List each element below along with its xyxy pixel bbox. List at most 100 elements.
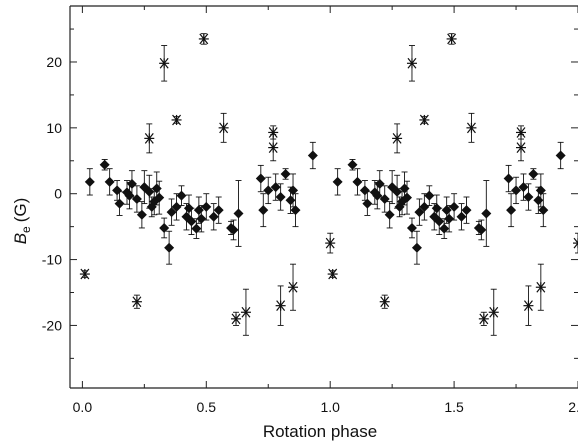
asterisk-point <box>144 133 155 144</box>
diamond-point <box>444 213 455 224</box>
axis-ticks <box>70 6 578 388</box>
diamond-point <box>307 150 318 161</box>
x-tick-label: 2.0 <box>568 399 578 415</box>
diamond-point <box>171 201 182 212</box>
diamond-point <box>555 150 566 161</box>
diamond-point <box>288 185 299 196</box>
diamond-point <box>352 176 363 187</box>
diamond-point <box>535 185 546 196</box>
diamond-point <box>233 208 244 219</box>
asterisk-point <box>488 306 499 318</box>
diamond-point <box>419 201 430 212</box>
x-tick-label: 1.0 <box>320 399 340 415</box>
diamond-point <box>424 190 435 201</box>
asterisk-point <box>535 281 546 293</box>
diamond-point <box>99 159 110 170</box>
diamond-point <box>449 201 460 212</box>
diamond-point <box>270 182 281 193</box>
diamond-point <box>384 209 395 220</box>
diamond-point <box>392 186 403 197</box>
diamond-point <box>456 211 467 222</box>
diamond-point <box>126 178 137 189</box>
diamond-point <box>518 182 529 193</box>
diamond-point <box>114 198 125 209</box>
diamond-point <box>374 178 385 189</box>
plot-axes <box>69 5 578 389</box>
asterisk-point <box>268 142 279 153</box>
diamond-point <box>84 176 95 187</box>
y-axis-subscript: e <box>19 226 33 233</box>
asterisk-point <box>392 133 403 144</box>
diamond-point <box>124 190 135 201</box>
diamond-point <box>263 185 274 196</box>
asterisk-point <box>131 296 142 308</box>
diamond-point <box>332 176 343 187</box>
diamond-point <box>511 185 522 196</box>
diamond-point <box>166 207 177 218</box>
diamond-point <box>258 205 269 216</box>
asterisk-point <box>325 237 336 249</box>
diamond-point <box>255 173 266 184</box>
data-points <box>79 33 578 325</box>
diamond-point <box>476 224 487 235</box>
asterisk-point <box>516 142 527 153</box>
asterisk-point <box>446 33 457 45</box>
diamond-point <box>439 223 450 234</box>
y-axis-symbol: B <box>11 233 30 244</box>
diamond-point <box>193 205 204 216</box>
diamond-point <box>362 198 373 209</box>
diamond-point <box>538 205 549 216</box>
diamond-point <box>136 209 147 220</box>
diamond-point <box>164 242 175 253</box>
diamond-point <box>431 203 442 214</box>
y-tick-label: -10 <box>42 252 62 268</box>
asterisk-point <box>288 281 299 293</box>
diamond-point <box>399 183 410 194</box>
diamond-point <box>151 183 162 194</box>
diamond-point <box>208 211 219 222</box>
diamond-point <box>290 205 301 216</box>
asterisk-point <box>516 127 527 138</box>
diamond-point <box>523 192 534 202</box>
asterisk-point <box>231 313 242 325</box>
asterisk-point <box>275 300 286 312</box>
diamond-point <box>411 242 422 253</box>
diamond-point <box>112 185 123 196</box>
diamond-point <box>414 207 425 218</box>
diamond-point <box>347 159 358 170</box>
diamond-point <box>183 203 194 214</box>
asterisk-point <box>79 268 90 280</box>
asterisk-point <box>171 114 182 126</box>
asterisk-point <box>379 296 390 308</box>
diamond-point <box>159 222 170 233</box>
diamond-point <box>213 205 224 216</box>
asterisk-point <box>419 114 430 126</box>
y-tick-label: -20 <box>42 317 62 333</box>
asterisk-point <box>573 237 578 249</box>
asterisk-point <box>268 127 279 138</box>
y-tick-labels: -20 -10 0 10 20 <box>42 54 62 333</box>
asterisk-point <box>218 122 229 134</box>
x-tick-label: 0.0 <box>73 399 93 415</box>
y-tick-label: 20 <box>46 54 62 70</box>
x-tick-label: 0.5 <box>197 399 217 415</box>
y-tick-label: 0 <box>54 186 62 202</box>
asterisk-point <box>523 300 534 312</box>
diamond-point <box>285 195 296 206</box>
diamond-point <box>406 222 417 233</box>
diamond-point <box>372 190 383 201</box>
asterisk-point <box>159 57 170 69</box>
asterisk-point <box>466 122 477 134</box>
y-axis-unit: (G) <box>11 198 30 223</box>
asterisk-point <box>406 57 417 69</box>
asterisk-point <box>198 33 209 45</box>
diamond-point <box>191 223 202 234</box>
diamond-point <box>506 205 517 216</box>
diamond-point <box>528 168 539 179</box>
diamond-point <box>176 190 187 201</box>
diamond-point <box>131 193 142 204</box>
diamond-point <box>144 186 155 197</box>
diamond-point <box>201 201 212 212</box>
diamond-point <box>228 224 239 235</box>
